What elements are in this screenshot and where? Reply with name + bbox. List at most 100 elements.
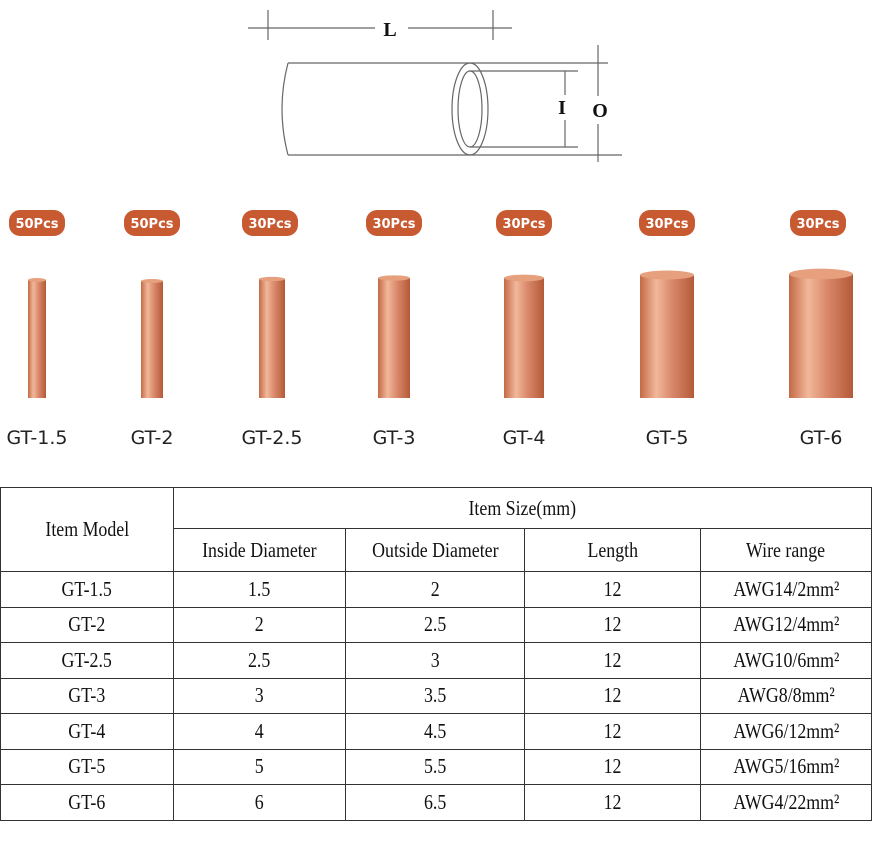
cell-text: 5 <box>255 754 264 779</box>
tube-mouth <box>259 276 285 282</box>
product-name: GT-5 <box>646 427 689 449</box>
cell-text: GT-5 <box>68 754 106 779</box>
table-cell: 3.5 <box>345 677 525 714</box>
product-row: 50Pcs GT-1.5 50Pcs GT-2 30Pcs GT-2.5 30Pcs GT-3… <box>7 210 853 449</box>
cell-text: GT-1.5 <box>61 576 113 601</box>
badge-text: 30Pcs <box>248 217 291 232</box>
table-cell: 6.5 <box>345 784 525 821</box>
badge <box>496 210 552 236</box>
cell-text: 12 <box>603 612 622 637</box>
table-cell: GT-1.5 <box>0 571 174 608</box>
badge <box>242 210 298 236</box>
table-cell: AWG10/6mm² <box>700 642 872 679</box>
table-cell: 1.5 <box>173 571 346 608</box>
cell-text: GT-2.5 <box>61 647 113 672</box>
header-cell: Outside Diameter <box>345 528 525 572</box>
header-text: Inside Diameter <box>202 537 317 562</box>
cell-text: 12 <box>603 647 622 672</box>
outer-label: O <box>592 100 608 122</box>
cell-text: 4 <box>255 718 264 743</box>
cell-text: GT-3 <box>68 683 106 708</box>
table-cell: AWG5/16mm² <box>700 748 872 785</box>
table-cell: 3 <box>173 677 346 714</box>
tube-mouth <box>28 278 46 282</box>
cell-text: AWG6/12mm² <box>732 718 840 743</box>
subheader-row: Inside Diameter Outside Diameter Length … <box>1 528 872 572</box>
badge-text: 30Pcs <box>796 217 839 232</box>
length-label: L <box>383 19 396 41</box>
cell-text: GT-4 <box>68 718 106 743</box>
badge-text: 30Pcs <box>502 217 545 232</box>
badge <box>639 210 695 236</box>
header-row: Item Model Item Size(mm) <box>0 487 872 572</box>
dimension-diagram <box>248 10 622 162</box>
table-row: GT-1.5 1.5 2 12 AWG14/2mm² <box>0 571 872 608</box>
badge-text: 50Pcs <box>130 217 173 232</box>
table-cell: GT-6 <box>0 784 174 821</box>
tube <box>28 280 46 398</box>
badge-text: 30Pcs <box>645 217 688 232</box>
table-body: Item Model Item Size(mm) Inside Diameter… <box>0 487 872 821</box>
cell-text: 6 <box>255 789 264 814</box>
badge <box>124 210 180 236</box>
table-cell: GT-2 <box>0 606 174 643</box>
table-row: GT-2.5 2.5 3 12 AWG10/6mm² <box>0 642 872 679</box>
cell-text: 5.5 <box>423 754 447 779</box>
tube-mouth <box>378 275 410 281</box>
table-cell: 12 <box>524 571 701 608</box>
header-text: Item Model <box>45 517 129 541</box>
table-cell: 12 <box>524 606 701 643</box>
table-cell: AWG14/2mm² <box>700 571 872 608</box>
cell-text: 2 <box>430 576 440 601</box>
badge <box>9 210 65 236</box>
header-cell: Inside Diameter <box>173 528 346 572</box>
table-row: GT-4 4 4.5 12 AWG6/12mm² <box>0 713 872 750</box>
cell-text: 3.5 <box>423 683 447 708</box>
product-name: GT-3 <box>373 427 416 449</box>
header-text: Outside Diameter <box>371 537 499 562</box>
cell-text: 6.5 <box>423 789 447 814</box>
table-cell: 5.5 <box>345 748 525 785</box>
cell-text: 2.5 <box>423 612 447 637</box>
badge-text: 30Pcs <box>372 217 415 232</box>
table-cell: AWG12/4mm² <box>700 606 872 643</box>
tube-mouth <box>640 270 694 280</box>
table-cell: 4.5 <box>345 713 525 750</box>
table-cell: AWG4/22mm² <box>700 784 872 821</box>
cell-text: GT-2 <box>68 612 106 637</box>
table-cell: 3 <box>345 642 525 679</box>
table-cell: 4 <box>173 713 346 750</box>
spec-table: Item Model Item Size(mm) Inside Diameter… <box>0 487 872 821</box>
badge-text: 50Pcs <box>15 217 58 232</box>
cell-text: 12 <box>603 718 622 743</box>
cell-text: AWG8/8mm² <box>737 683 835 708</box>
table-row: GT-3 3 3.5 12 AWG8/8mm² <box>0 677 872 714</box>
header-text: Length <box>587 537 638 562</box>
tube-mouth <box>141 279 163 283</box>
cell-text: 2.5 <box>248 647 271 672</box>
table-cell: 12 <box>524 677 701 714</box>
header-cell: Wire range <box>700 528 872 572</box>
tube <box>504 278 544 398</box>
table-cell: GT-2.5 <box>0 642 174 679</box>
table-cell: 12 <box>524 748 701 785</box>
product-name: GT-6 <box>800 427 843 449</box>
tube <box>378 278 410 398</box>
cell-text: 12 <box>603 576 622 601</box>
table-row: GT-6 6 6.5 12 AWG4/22mm² <box>0 784 872 821</box>
table-cell: 12 <box>524 713 701 750</box>
table-cell: GT-4 <box>0 713 174 750</box>
cell-text: GT-6 <box>68 789 106 814</box>
illustration: L I O 50Pcs GT-1.5 50Pcs GT-2 30Pcs GT-2.5 30P… <box>7 10 853 449</box>
product-name: GT-1.5 <box>7 427 68 449</box>
cell-text: 12 <box>603 683 622 708</box>
cell-text: 3 <box>255 683 264 708</box>
tube <box>259 279 285 398</box>
header-text: Wire range <box>746 537 826 562</box>
table-cell: 2 <box>345 571 525 608</box>
table-cell: 12 <box>524 642 701 679</box>
inner-label: I <box>558 97 566 119</box>
header-cell: Item Model <box>0 487 174 572</box>
table-cell: 5 <box>173 748 346 785</box>
